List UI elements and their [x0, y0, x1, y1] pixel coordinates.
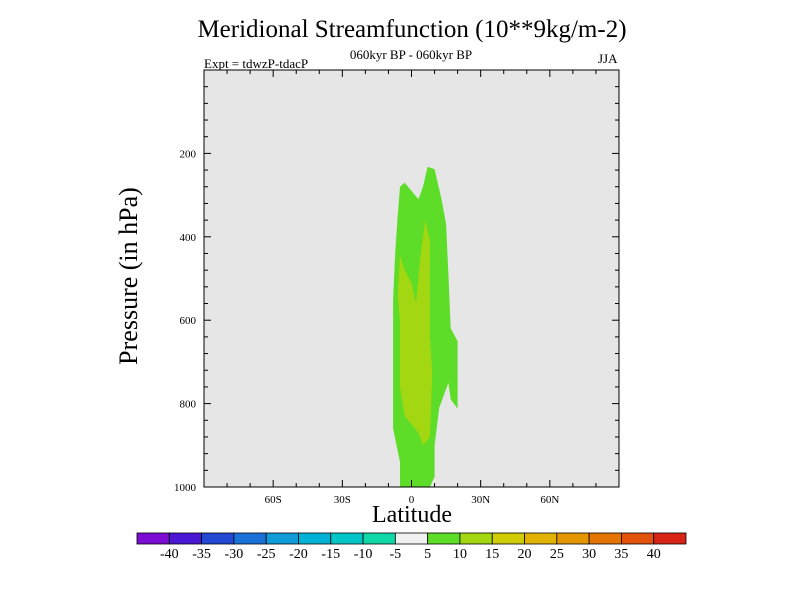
x-tick-label: 30N: [471, 494, 490, 506]
x-tick-label: 60N: [540, 494, 559, 506]
experiment-label: Expt = tdwzP-tdacP: [204, 56, 309, 71]
colorbar-swatch: [233, 532, 267, 545]
colorbar-swatch: [298, 532, 332, 545]
colorbar-swatch: [265, 532, 299, 545]
colorbar-swatch: [168, 532, 202, 545]
colorbar-label: 25: [550, 547, 564, 562]
colorbar-label: -35: [192, 547, 211, 562]
colorbar-swatch: [653, 532, 687, 545]
colorbar-swatch: [201, 532, 235, 545]
x-tick-label: 30S: [334, 494, 351, 506]
colorbar-swatch: [588, 532, 622, 545]
colorbar-label: -30: [225, 547, 244, 562]
colorbar-swatch: [330, 532, 364, 545]
colorbar-label: 35: [614, 547, 628, 562]
chart-title: Meridional Streamfunction (10**9kg/m-2): [197, 16, 627, 43]
contour-region-1: [397, 220, 433, 446]
colorbar-swatch: [362, 532, 396, 545]
x-axis-label: Latitude: [372, 502, 452, 528]
colorbar-swatch: [524, 532, 558, 545]
colorbar-label: -10: [354, 547, 373, 562]
colorbar-swatch: [136, 532, 170, 545]
y-tick-label: 1000: [174, 482, 197, 494]
y-tick-label: 600: [180, 315, 197, 327]
colorbar-label: -20: [289, 547, 308, 562]
chart-subtitle: 060kyr BP - 060kyr BP: [349, 47, 473, 62]
colorbar-label: 5: [424, 547, 431, 562]
colorbar-label: 10: [453, 547, 467, 562]
y-tick-label: 400: [180, 232, 197, 244]
y-tick-label: 200: [180, 148, 197, 160]
colorbar-swatch: [394, 532, 429, 545]
season-label: JJA: [598, 51, 618, 66]
colorbar-label: -40: [160, 547, 179, 562]
colorbar-swatch: [556, 532, 590, 545]
colorbar-label: -15: [321, 547, 340, 562]
y-tick-label: 800: [180, 399, 197, 411]
colorbar-label: 20: [518, 547, 532, 562]
colorbar-swatch: [459, 532, 493, 545]
colorbar-label: 30: [582, 547, 596, 562]
x-tick-label: 0: [409, 494, 415, 506]
colorbar-swatch: [427, 532, 461, 545]
colorbar-label: -5: [390, 547, 402, 562]
colorbar-label: 15: [485, 547, 499, 562]
colorbar-label: -25: [257, 547, 276, 562]
colorbar-label: 40: [647, 547, 661, 562]
x-tick-label: 60S: [265, 494, 282, 506]
colorbar-swatch: [621, 532, 655, 545]
colorbar-swatch: [491, 532, 525, 545]
